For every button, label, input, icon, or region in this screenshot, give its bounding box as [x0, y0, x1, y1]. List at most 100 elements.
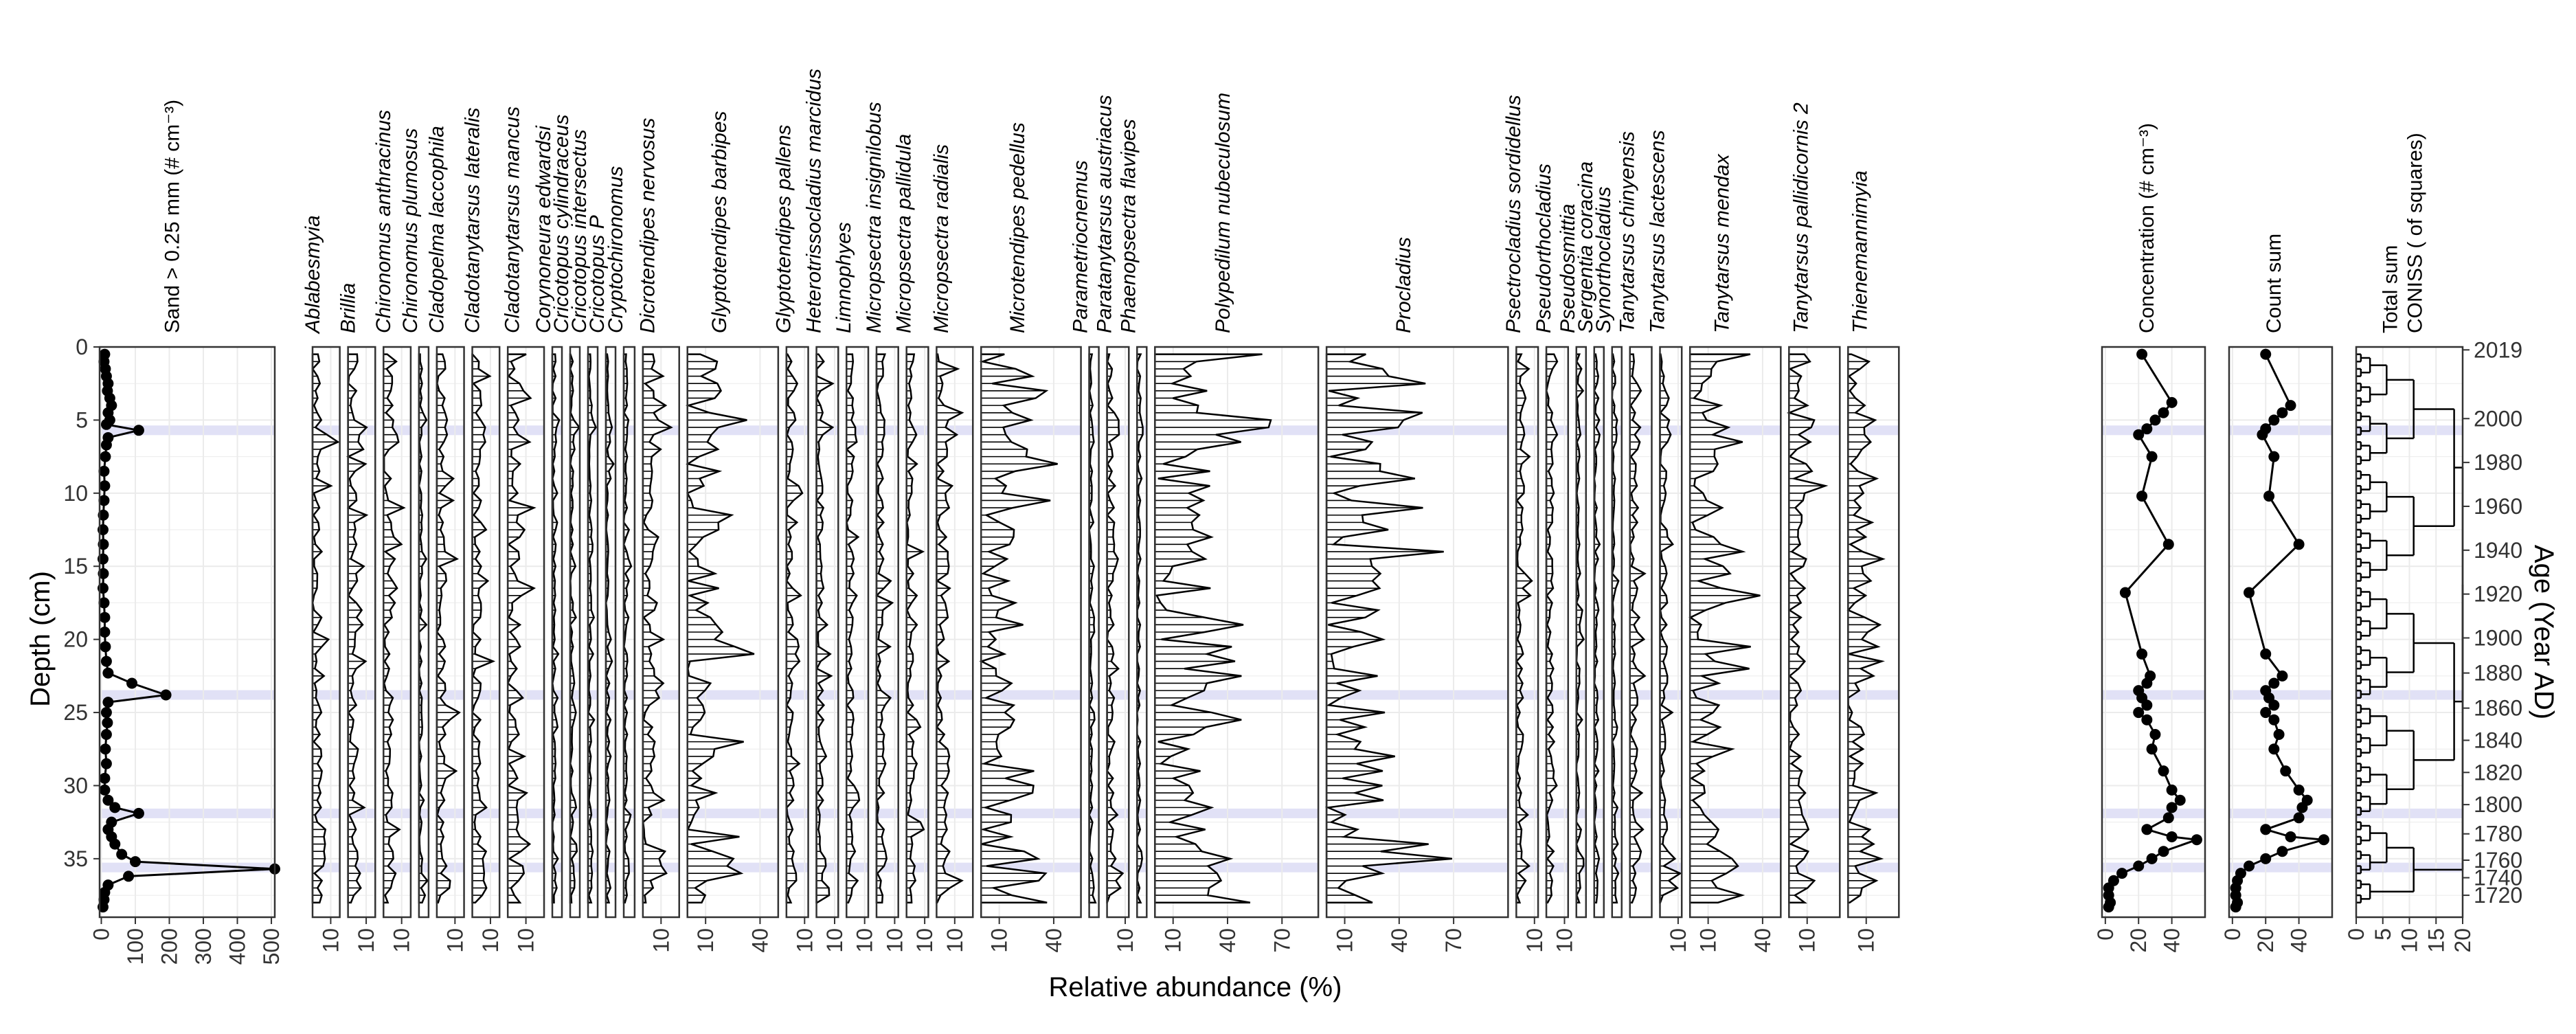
data-point	[102, 697, 114, 708]
data-point	[123, 870, 135, 882]
data-point	[98, 465, 110, 477]
data-point	[2260, 707, 2272, 719]
data-point	[100, 451, 111, 462]
panel-microtendipes-pedellus: 10 40 Microtendipes pedellus	[979, 122, 1082, 953]
data-point	[98, 539, 109, 550]
data-point	[2141, 423, 2153, 435]
panel-tanytarsus-mendax: 10 40 Tanytarsus mendax	[1688, 153, 1782, 953]
data-point	[100, 655, 112, 667]
x-tick-label: 10	[389, 928, 414, 953]
panel-title: Glyptotendipes pallens	[773, 124, 795, 333]
panel-title: Cricotopus intersectus	[568, 129, 591, 333]
panel-phaenopsectra-flavipes: Phaenopsectra flavipes	[1117, 119, 1148, 919]
panel-frame	[418, 346, 430, 919]
data-point	[98, 495, 110, 506]
data-point	[2162, 812, 2174, 824]
panel-title: Cricotopus P	[586, 215, 609, 333]
x-tick-label: 70	[1441, 928, 1466, 953]
highlight-band	[1690, 808, 1781, 818]
panel-frame	[686, 346, 780, 919]
data-point	[100, 707, 112, 719]
x-tick-label: 40	[1215, 928, 1240, 953]
highlight-band	[786, 425, 809, 436]
panel-frame	[846, 346, 870, 919]
highlight-band	[100, 862, 275, 873]
highlight-band	[1789, 690, 1840, 700]
data-point	[2136, 491, 2148, 502]
panel-title: Cladotanytarsus lateralis	[461, 108, 484, 334]
highlight-band	[1576, 808, 1586, 818]
age-tick-label: 1860	[2474, 696, 2522, 721]
panel-frame	[1629, 346, 1653, 919]
data-point	[133, 425, 144, 436]
highlight-band	[1546, 808, 1568, 818]
panel-concentration: 0 20 40 Concentration (# cm⁻³)	[2093, 123, 2206, 953]
data-point	[98, 597, 110, 609]
abundance-silhouette	[785, 353, 804, 903]
panel-title: Parametriocnemus	[1070, 160, 1092, 333]
abundance-silhouette	[506, 353, 536, 903]
x-tick-label: 10	[442, 928, 467, 953]
highlight-band	[1546, 690, 1568, 700]
data-point	[2280, 765, 2292, 777]
panel-title: Sergentia coracina	[1574, 161, 1597, 333]
panel-frame	[436, 346, 465, 919]
highlight-band	[418, 808, 429, 818]
panel-micropsectra-insignilobus: 10 Micropsectra insignilobus	[863, 102, 907, 952]
age-tick-label: 1940	[2474, 538, 2522, 563]
panel-ablabesmyia: 10 Ablabesmyia	[302, 215, 343, 952]
data-point	[2268, 714, 2280, 726]
data-point	[100, 641, 111, 653]
panel-title: Cricotopus cylindraceus	[550, 115, 573, 333]
data-point	[2273, 728, 2285, 740]
panel-frame	[551, 346, 563, 919]
highlight-band	[2229, 862, 2332, 873]
panel-title: Paratanytarsus austriacus	[1093, 95, 1116, 333]
panel-title: Procladius	[1392, 237, 1415, 333]
highlight-band	[1690, 690, 1781, 700]
data-point	[100, 418, 112, 430]
depth-tick-label: 5	[76, 407, 88, 432]
panel-title: Tanytarsus lactescens	[1646, 130, 1669, 333]
depth-tick-label: 20	[63, 627, 88, 652]
panel-title: Synorthocladius	[1592, 187, 1615, 333]
data-point	[2141, 699, 2153, 711]
panel-chironomus-anthracinus: 10 Chironomus anthracinus	[372, 110, 414, 953]
x-tick-label: 10	[478, 928, 503, 953]
data-point	[2133, 429, 2145, 440]
data-point	[2257, 429, 2268, 440]
x-tick-label: 10	[1333, 928, 1357, 953]
panel-heterotrissocladius-marcidus: 10 Heterotrissocladius marcidus	[802, 69, 847, 953]
panel-frame	[1847, 346, 1900, 919]
panel-coniss: 0 5 10 15 20 Total sum CONISS ( of squares)	[2344, 133, 2475, 952]
age-tick-label: 1740	[2474, 866, 2522, 890]
panel-cryptochironomus: Cryptochironomus	[605, 166, 636, 919]
abundance-silhouette	[1324, 353, 1452, 903]
highlight-band	[1629, 808, 1652, 818]
data-point	[2244, 860, 2255, 872]
x-tick-label: 40	[747, 928, 772, 953]
x-tick-label: 10	[942, 928, 967, 953]
data-point	[2191, 834, 2202, 846]
x-tick-label: 10	[852, 928, 877, 953]
highlight-band	[313, 808, 340, 818]
data-point	[2260, 824, 2272, 835]
panel-glyptotendipes-pallens: 10 Glyptotendipes pallens	[773, 124, 817, 952]
panel-title: Pseudosmittia	[1557, 204, 1579, 333]
data-point	[2116, 868, 2128, 879]
data-point	[100, 728, 112, 740]
panel-frame	[815, 346, 839, 919]
panel-title: Tanytarsus chinyensis	[1616, 131, 1639, 333]
panel-frame	[2228, 346, 2334, 919]
panel-frame	[471, 346, 501, 919]
data-point	[2133, 707, 2145, 719]
panel-polypedilum-nubeculosum: 10 40 70 Polypedilum nubeculosum	[1154, 93, 1320, 953]
age-tick-label: 1820	[2474, 760, 2522, 785]
panel-title: Total sum	[2380, 245, 2402, 333]
highlight-band	[786, 808, 809, 818]
highlight-band	[816, 808, 839, 818]
x-axis-label: Relative abundance (%)	[1049, 972, 1342, 1002]
panel-bg	[1576, 347, 1586, 917]
age-tick-label: 1900	[2474, 626, 2522, 651]
